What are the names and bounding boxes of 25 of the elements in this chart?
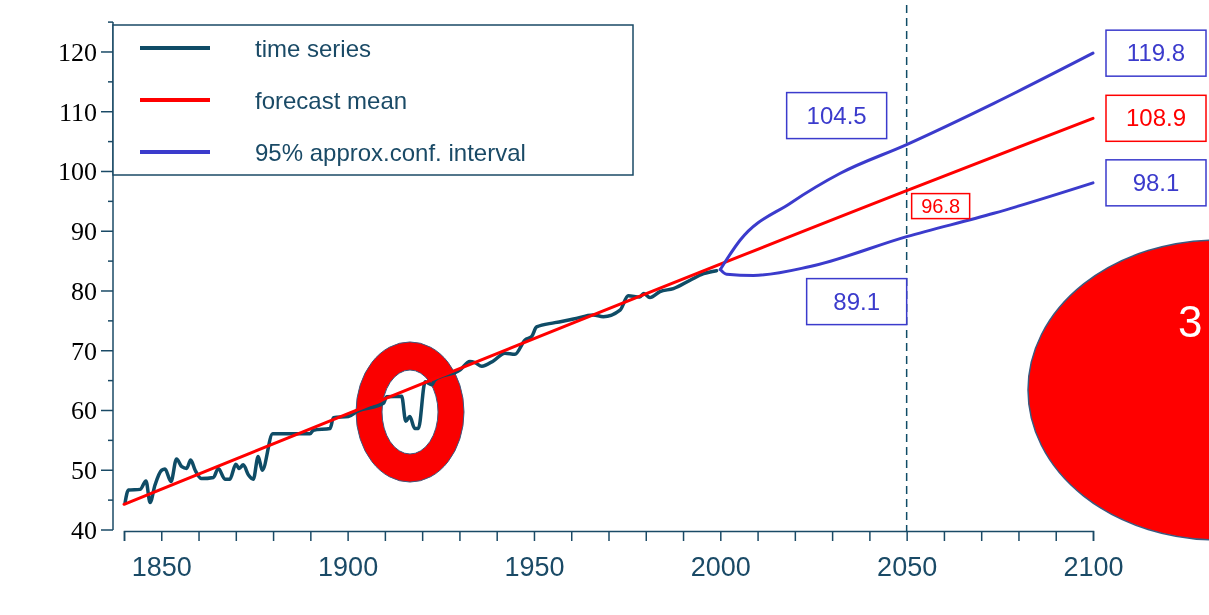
y-tick-label: 100: [58, 157, 97, 187]
y-tick-label: 120: [58, 37, 97, 67]
legend-label: 95% approx.conf. interval: [255, 139, 526, 166]
y-tick-label: 50: [71, 456, 97, 486]
x-tick-label: 2100: [1063, 552, 1124, 583]
x-tick-label: 2050: [877, 552, 938, 583]
x-tick-label: 1900: [318, 552, 379, 583]
data-label: 119.8: [1126, 39, 1186, 67]
data-label: 89.1: [833, 287, 881, 315]
y-tick-label: 40: [71, 516, 97, 545]
data-label: 104.5: [806, 101, 867, 129]
text: 3: [1178, 297, 1203, 346]
x-tick-label: 1950: [504, 552, 565, 583]
y-tick-label: 80: [71, 276, 97, 306]
y-tick-label: 60: [71, 396, 97, 426]
y-tick-label: 110: [58, 97, 97, 127]
y-tick-label: 90: [71, 217, 97, 247]
data-label: 96.8: [921, 194, 961, 217]
legend-label: time series: [255, 35, 372, 62]
x-tick-label: 2000: [690, 552, 751, 583]
x-tick-label: 1850: [131, 552, 192, 583]
y-tick-label: 70: [71, 336, 97, 366]
data-label: 108.9: [1125, 104, 1187, 132]
data-label: 98.1: [1132, 168, 1180, 196]
legend-label: forecast mean: [255, 87, 408, 114]
